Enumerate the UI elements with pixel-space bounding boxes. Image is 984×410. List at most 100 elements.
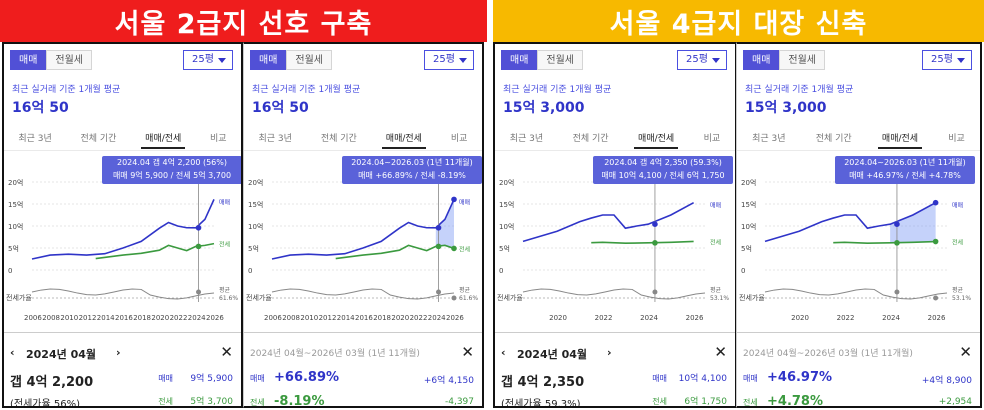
close-icon[interactable]: ✕ <box>714 343 727 361</box>
trade-type-toggle: 매매 전월세 <box>10 50 93 70</box>
tab-all[interactable]: 전체 기간 <box>815 134 852 144</box>
tab-recent[interactable]: 최근 3년 <box>18 134 52 144</box>
toggle-rent[interactable]: 전월세 <box>537 50 584 70</box>
period-next-icon[interactable]: › <box>116 346 121 359</box>
close-icon[interactable]: ✕ <box>461 343 474 361</box>
y-tick-label: 10억 <box>741 223 756 231</box>
tab-sale-jeonse[interactable]: 매매/전세 <box>141 129 186 149</box>
tab-all[interactable]: 전체 기간 <box>320 134 357 144</box>
tooltip-line: 2024.04~2026.03 (1년 11개월) <box>351 158 473 167</box>
toggle-sale[interactable]: 매매 <box>501 50 538 70</box>
chevron-down-icon <box>712 58 720 63</box>
toggle-sale[interactable]: 매매 <box>10 50 47 70</box>
gap-value: 갭 4억 2,200 <box>10 375 94 390</box>
tooltip-line: 매매 9억 5,900 / 전세 5억 3,700 <box>112 171 232 180</box>
y-tick-label: 10억 <box>8 223 23 231</box>
x-tick-label: 2026 <box>206 314 224 322</box>
detail-panel: ‹ 2024년 04월 › ✕ 갭 4억 2,200 (전세가율 56%) 매매… <box>4 332 241 406</box>
section-right: 서울 4급지 대장 신축 <box>493 0 984 410</box>
sale-label: 매매 <box>743 374 758 383</box>
period-next-icon[interactable]: › <box>607 346 612 359</box>
ratio-point <box>436 289 442 295</box>
jeonse-ratio-line <box>522 288 706 300</box>
x-tick-label: 2020 <box>151 314 169 322</box>
legend-pct: 53.1% <box>952 295 971 302</box>
close-icon[interactable]: ✕ <box>220 343 233 361</box>
tab-sale-jeonse[interactable]: 매매/전세 <box>381 129 426 149</box>
legend-pct: 53.1% <box>710 295 729 302</box>
x-tick-label: 2024 <box>882 314 900 322</box>
legend-avg: 평균 <box>219 286 231 294</box>
toggle-sale[interactable]: 매매 <box>250 50 287 70</box>
x-tick-label: 2020 <box>391 314 409 322</box>
panel-1: 매매 전월세 25평 최근 실거래 기준 1개월 평균 16억 50 최근 3년… <box>2 42 243 408</box>
tab-sale-jeonse[interactable]: 매매/전세 <box>877 129 923 149</box>
size-select[interactable]: 25평 <box>677 50 727 70</box>
close-icon[interactable]: ✕ <box>959 343 972 361</box>
size-value: 25평 <box>192 54 214 65</box>
toggle-sale[interactable]: 매매 <box>743 50 780 70</box>
legend-jeonse: 전세 <box>459 245 470 253</box>
tab-compare[interactable]: 비교 <box>210 134 227 144</box>
toggle-rent[interactable]: 전월세 <box>779 50 826 70</box>
tooltip-line: 2024.04 갭 4억 2,200 (56%) <box>117 158 227 167</box>
x-tick-label: 2020 <box>549 314 567 322</box>
tooltip-line: 매매 10억 4,100 / 전세 6억 1,750 <box>601 171 725 180</box>
ratio-point <box>652 289 658 295</box>
tab-compare[interactable]: 비교 <box>450 134 468 144</box>
x-tick-label: 2022 <box>410 314 428 322</box>
size-select[interactable]: 25평 <box>922 50 972 70</box>
tooltip-line: 2024.04~2026.03 (1년 11개월) <box>844 158 966 167</box>
x-tick-label: 2008 <box>42 314 60 322</box>
sale-end-point <box>451 196 457 203</box>
sale-point <box>195 225 202 231</box>
x-tick-label: 2018 <box>373 314 391 322</box>
size-value: 25평 <box>686 54 708 65</box>
jeonse-ratio-value: (전세가율 59.3%) <box>501 399 581 408</box>
toggle-rent[interactable]: 전월세 <box>286 50 333 70</box>
chart-tooltip: 2024.04~2026.03 (1년 11개월) 매매 +46.97% / 전… <box>835 156 975 184</box>
y-tick-label: 20억 <box>499 179 514 187</box>
y-tick-label: 20억 <box>741 179 756 187</box>
legend-pct: 61.6% <box>219 295 238 302</box>
size-select[interactable]: 25평 <box>424 50 474 70</box>
ratio-end-point <box>933 295 939 301</box>
tab-recent[interactable]: 최근 3년 <box>752 134 786 144</box>
size-select[interactable]: 25평 <box>183 50 233 70</box>
tab-compare[interactable]: 비교 <box>948 134 965 144</box>
jeonse-end-point <box>451 245 457 252</box>
period-prev-icon[interactable]: ‹ <box>10 346 15 359</box>
chart-tooltip: 2024.04 갭 4억 2,200 (56%) 매매 9억 5,900 / 전… <box>102 156 241 184</box>
toggle-rent[interactable]: 전월세 <box>46 50 93 70</box>
tab-sale-jeonse[interactable]: 매매/전세 <box>634 129 679 149</box>
selected-period: 2024년 04월 <box>26 348 96 361</box>
jeonse-point <box>652 240 658 246</box>
tab-all[interactable]: 전체 기간 <box>80 134 117 144</box>
period-tabs: 최근 3년 전체 기간 매매/전세 비교 <box>244 129 482 149</box>
y-tick-label: 0 <box>741 267 745 275</box>
legend-sale: 매매 <box>459 198 470 206</box>
jeonse-ratio-label: 전세가율 <box>497 293 523 302</box>
x-tick-label: 2024 <box>428 314 446 322</box>
y-tick-label: 5억 <box>8 245 19 253</box>
tab-all[interactable]: 전체 기간 <box>572 134 609 144</box>
y-tick-label: 5억 <box>248 245 259 253</box>
price-caption: 최근 실거래 기준 1개월 평균 <box>252 85 361 95</box>
sale-label: 매매 <box>652 374 667 383</box>
current-price: 15억 3,000 <box>503 100 585 116</box>
y-tick-label: 0 <box>248 267 252 275</box>
panel-3: 매매 전월세 25평 최근 실거래 기준 1개월 평균 15억 3,000 최근… <box>493 42 737 408</box>
tab-compare[interactable]: 비교 <box>703 134 721 144</box>
tab-recent[interactable]: 최근 3년 <box>509 134 544 144</box>
panel-4: 매매 전월세 25평 최근 실거래 기준 1개월 평균 15억 3,000 최근… <box>736 42 982 408</box>
x-tick-label: 2016 <box>355 314 373 322</box>
trade-type-toggle: 매매 전월세 <box>250 50 333 70</box>
period-prev-icon[interactable]: ‹ <box>501 346 506 359</box>
tab-recent[interactable]: 최근 3년 <box>258 134 292 144</box>
ratio-point <box>894 289 900 295</box>
legend-avg: 평균 <box>459 286 471 294</box>
